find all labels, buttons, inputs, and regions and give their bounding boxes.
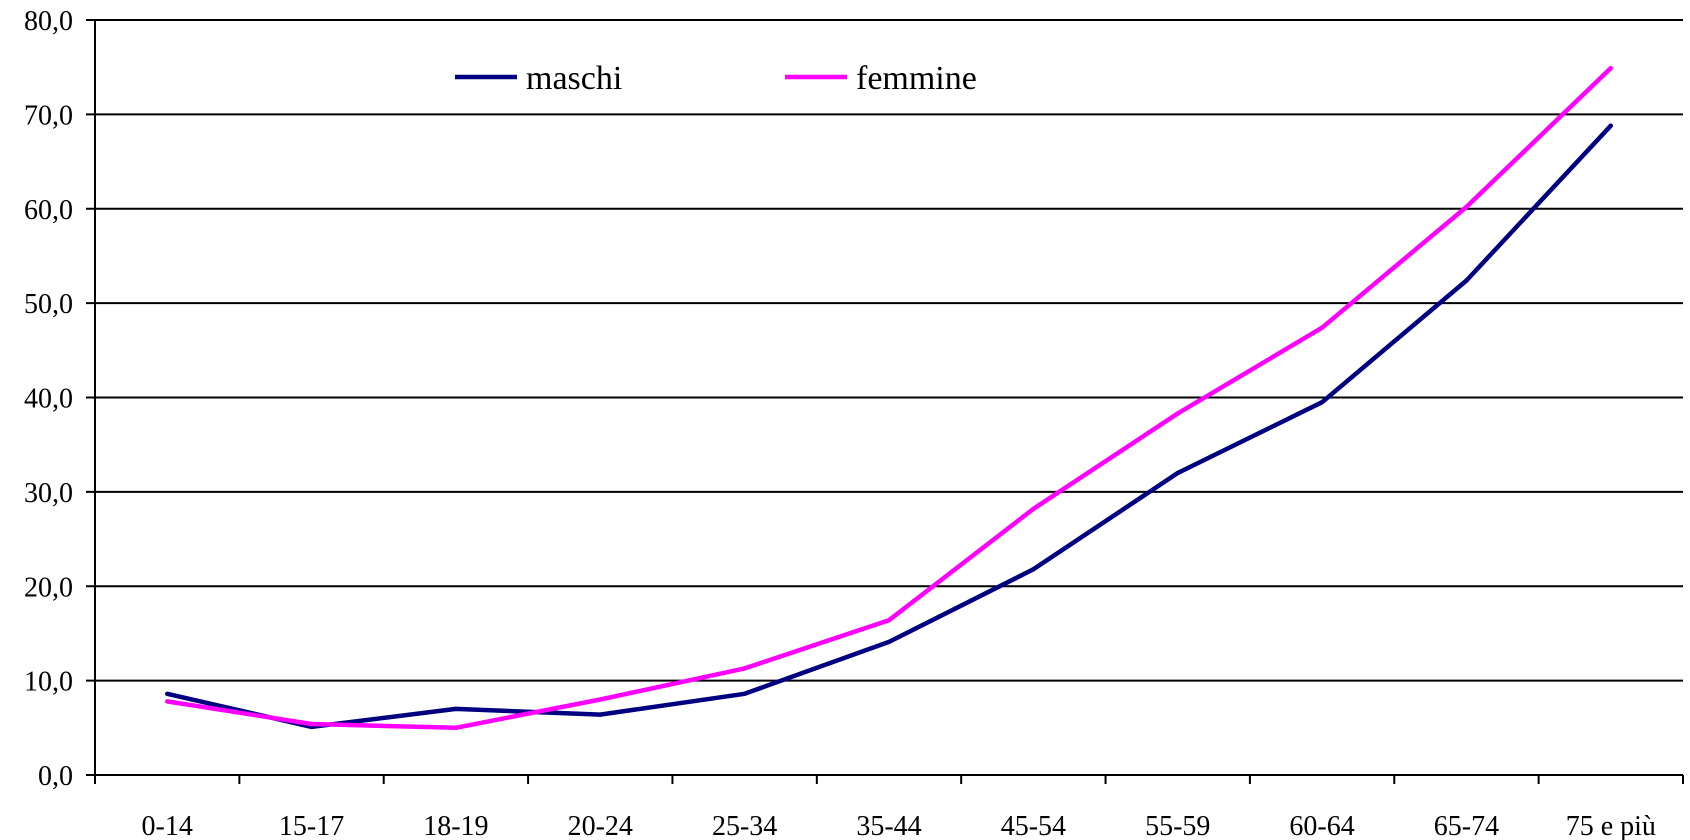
data-point-femmine	[886, 618, 892, 623]
x-axis-tick-labels: 0-14 15-17 18-19 20-24 25-34 35-44 45-54 55-59 6…	[142, 811, 1656, 840]
legend-label-maschi: maschi	[526, 60, 622, 97]
y-tick-label: 0,0	[38, 761, 73, 792]
data-point-maschi	[1031, 567, 1036, 572]
data-point-maschi	[1464, 278, 1469, 283]
data-point-maschi	[453, 706, 459, 712]
data-point-femmine	[1031, 506, 1036, 512]
x-tick-label: 60-64	[1289, 811, 1354, 840]
data-point-femmine	[309, 721, 314, 727]
data-point-maschi	[886, 639, 892, 645]
data-point-femmine	[1175, 411, 1180, 416]
data-point-femmine	[1464, 204, 1469, 210]
data-point-femmine	[1319, 325, 1325, 330]
x-tick-label: 55-59	[1145, 811, 1210, 840]
axes	[86, 19, 1684, 784]
data-point-maschi	[598, 712, 603, 717]
data-point-femmine	[453, 725, 459, 731]
y-tick-label: 40,0	[24, 384, 73, 415]
x-tick-label: 20-24	[568, 811, 633, 840]
x-tick-label: 65-74	[1434, 811, 1499, 840]
y-tick-label: 50,0	[24, 289, 73, 320]
y-tick-label: 60,0	[24, 195, 73, 226]
x-tick-label: 35-44	[856, 811, 921, 840]
x-tick-label: 18-19	[423, 811, 488, 840]
series-lines	[164, 65, 1614, 731]
data-point-femmine	[1608, 65, 1614, 71]
data-point-femmine	[742, 666, 747, 671]
data-point-femmine	[164, 699, 170, 704]
legend: maschi femmine	[455, 60, 977, 97]
gridlines	[95, 19, 1683, 682]
y-axis-tick-labels: 0,0 10,0 20,0 30,0 40,0 50,0 60,0 70,0 80,0	[24, 6, 73, 792]
x-tick-label: 25-34	[712, 811, 777, 840]
x-tick-label: 15-17	[279, 811, 344, 840]
series-line-maschi	[166, 124, 1613, 730]
y-tick-label: 10,0	[24, 667, 73, 698]
x-tick-label: 75 e più	[1566, 811, 1656, 840]
y-tick-label: 20,0	[24, 572, 73, 603]
y-tick-label: 30,0	[24, 478, 73, 509]
data-point-maschi	[1319, 400, 1325, 405]
x-tick-label: 0-14	[142, 811, 193, 840]
legend-label-femmine: femmine	[856, 60, 977, 97]
data-point-maschi	[1175, 470, 1180, 476]
y-tick-label: 70,0	[24, 100, 73, 131]
x-tick-label: 45-54	[1001, 811, 1066, 840]
data-point-maschi	[1608, 123, 1614, 128]
data-point-maschi	[742, 691, 747, 697]
y-tick-label: 80,0	[24, 6, 73, 37]
data-point-maschi	[164, 691, 170, 697]
data-point-femmine	[598, 697, 603, 702]
